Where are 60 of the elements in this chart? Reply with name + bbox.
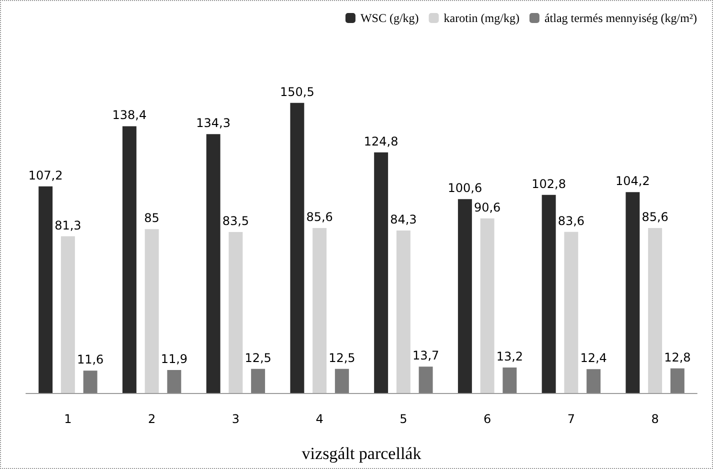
- bar: [418, 366, 433, 393]
- data-label: 81,3: [54, 218, 82, 232]
- bar: [60, 236, 75, 393]
- data-label: 83,6: [558, 214, 585, 228]
- bar: [586, 369, 601, 393]
- data-label: 12,4: [580, 351, 607, 366]
- bar: [502, 368, 517, 393]
- bar: [206, 134, 220, 393]
- data-label: 90,6: [474, 200, 501, 214]
- bar: [334, 368, 349, 393]
- legend-label: WSC (g/kg): [360, 11, 419, 25]
- data-label: 12,5: [328, 350, 356, 365]
- data-label: 150,5: [280, 84, 314, 99]
- x-tick-label: 4: [316, 412, 324, 426]
- data-label: 104,2: [616, 174, 650, 188]
- data-label: 84,3: [390, 212, 417, 226]
- bar: [83, 370, 98, 393]
- legend-label: karotin (mg/kg): [444, 11, 520, 25]
- x-tick-label: 7: [567, 412, 576, 426]
- data-label: 85,6: [642, 210, 668, 224]
- data-label: 11,6: [76, 352, 104, 367]
- bar: [564, 232, 578, 393]
- legend-label: átlag termés mennyiség (kg/m²): [544, 11, 698, 25]
- bar: [648, 228, 662, 393]
- data-label: 83,5: [222, 214, 250, 228]
- bar: [290, 102, 304, 393]
- bar: [38, 186, 53, 393]
- data-label: 12,5: [244, 350, 272, 365]
- data-label: 12,8: [664, 350, 691, 364]
- x-tick-label: 1: [64, 412, 72, 426]
- bar: [458, 199, 472, 393]
- bar: [312, 228, 327, 393]
- x-tick-label: 2: [148, 412, 156, 426]
- data-label: 102,8: [532, 176, 566, 191]
- bar: [480, 218, 494, 393]
- bar: [167, 370, 182, 393]
- x-tick-label: 3: [232, 412, 240, 426]
- data-label: 100,6: [448, 181, 482, 196]
- x-tick-label: 8: [651, 412, 659, 426]
- data-label: 134,3: [196, 116, 230, 130]
- data-label: 124,8: [364, 134, 398, 148]
- bar: [374, 152, 388, 393]
- data-label: 13,2: [496, 350, 524, 364]
- bar: [626, 192, 640, 393]
- data-label: 13,7: [412, 348, 440, 363]
- bar: [144, 229, 159, 393]
- data-label: 85,6: [306, 210, 333, 224]
- data-label: 85: [144, 211, 160, 226]
- bar: [228, 232, 243, 393]
- bar: [251, 368, 266, 393]
- bar: [122, 126, 136, 393]
- bar: [670, 368, 684, 393]
- bar: [542, 194, 556, 393]
- x-tick-label: 6: [483, 412, 492, 426]
- data-label: 138,4: [112, 108, 147, 122]
- data-label: 107,2: [28, 168, 63, 182]
- x-axis-title: vizsgált parcellák: [302, 444, 422, 463]
- data-label: 11,9: [160, 352, 188, 366]
- bar: [396, 230, 410, 393]
- x-tick-label: 5: [400, 412, 408, 426]
